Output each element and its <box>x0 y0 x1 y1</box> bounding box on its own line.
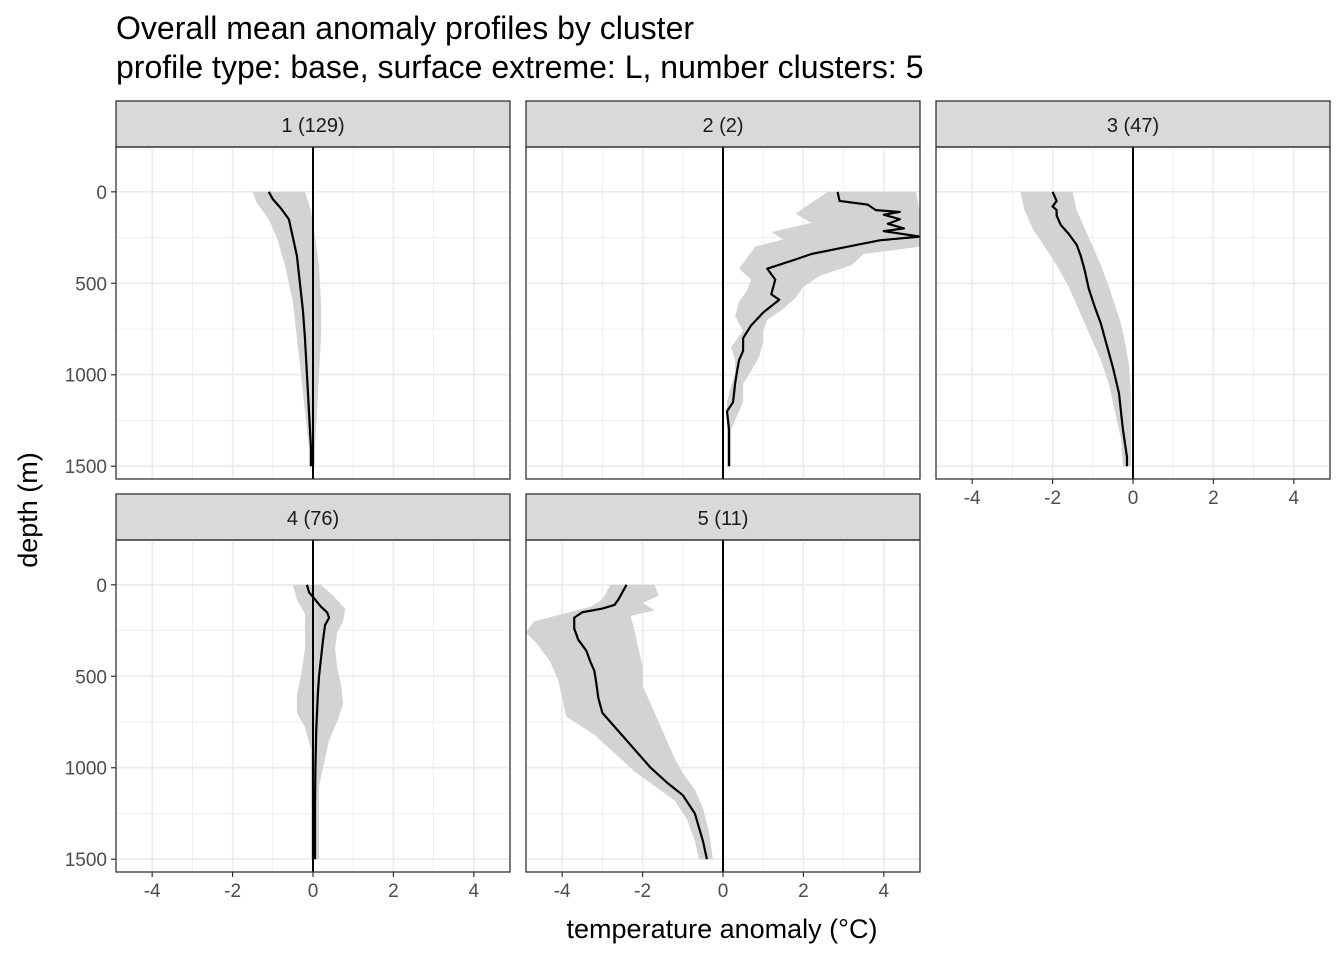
y-tick-label: 0 <box>96 576 107 597</box>
y-tick-label: 1500 <box>65 850 107 871</box>
x-tick-label: 4 <box>1289 488 1300 509</box>
spread-ribbon <box>727 191 920 467</box>
panel-2: 2 (2) <box>525 100 921 480</box>
x-tick-label: 4 <box>879 881 890 902</box>
y-tick-label: 0 <box>96 183 107 204</box>
y-tick-label: 500 <box>75 274 107 295</box>
strip-label: 3 (47) <box>1107 115 1159 137</box>
panel-4: 4 (76) 0 500 1000 1500 -4 -2 0 2 4 <box>65 493 511 902</box>
y-axis-title: depth (m) <box>13 452 43 568</box>
panel-border <box>115 146 511 480</box>
y-tick-label: 1000 <box>65 759 107 780</box>
x-axis-title: temperature anomaly (°C) <box>567 914 878 944</box>
panel-3: 3 (47) -4 -2 0 2 4 <box>935 100 1331 509</box>
chart-subtitle: profile type: base, surface extreme: L, … <box>116 49 924 85</box>
spread-ribbon <box>1020 191 1131 467</box>
x-tick-label: -4 <box>554 881 571 902</box>
spread-ribbon <box>292 584 346 860</box>
x-tick-label: 0 <box>1128 488 1139 509</box>
mean-profile-line <box>305 584 331 860</box>
panel-5: 5 (11) -4 -2 0 2 4 <box>525 493 921 902</box>
panel-1: 1 (129) 0 500 1000 1500 <box>65 100 511 480</box>
y-tick-label: 500 <box>75 667 107 688</box>
y-tick-label: 1500 <box>65 457 107 478</box>
strip-label: 1 (129) <box>281 115 344 137</box>
x-tick-label: -2 <box>634 881 651 902</box>
mean-profile-line <box>573 584 708 860</box>
x-tick-label: 2 <box>388 881 399 902</box>
panel-border <box>525 146 921 480</box>
strip-background <box>935 100 1331 148</box>
strip-label: 4 (76) <box>287 508 339 530</box>
mean-profile-line <box>725 191 920 467</box>
strip-background <box>525 493 921 541</box>
strip-background <box>525 100 921 148</box>
strip-label: 2 (2) <box>702 115 743 137</box>
chart-title: Overall mean anomaly profiles by cluster <box>116 10 695 46</box>
x-tick-label: 0 <box>718 881 729 902</box>
x-tick-label: 0 <box>308 881 319 902</box>
y-tick-label: 1000 <box>65 366 107 387</box>
x-tick-label: -4 <box>964 488 981 509</box>
x-tick-label: -2 <box>1044 488 1061 509</box>
x-tick-label: 2 <box>798 881 809 902</box>
strip-background <box>115 493 511 541</box>
x-tick-label: 2 <box>1208 488 1219 509</box>
strip-label: 5 (11) <box>698 508 749 530</box>
spread-ribbon <box>526 584 713 860</box>
x-tick-label: -2 <box>224 881 241 902</box>
x-tick-label: 4 <box>469 881 480 902</box>
mean-profile-line <box>1051 191 1129 467</box>
x-tick-label: -4 <box>144 881 161 902</box>
spread-ribbon <box>252 191 322 467</box>
mean-profile-line <box>267 191 313 467</box>
